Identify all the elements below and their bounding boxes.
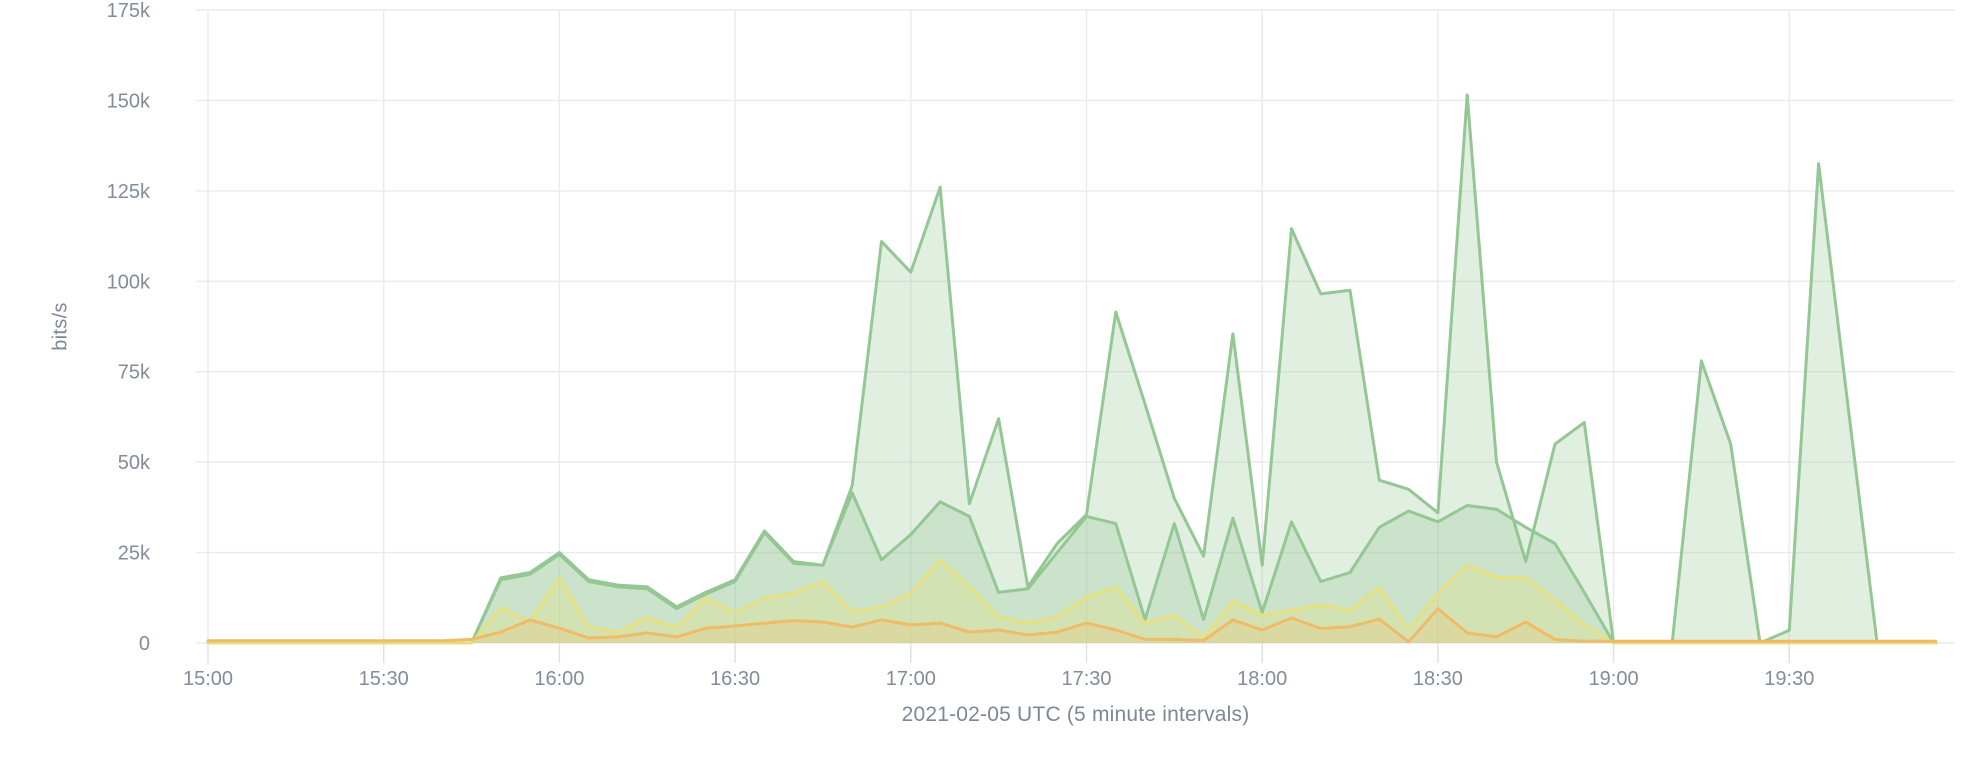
green-area-main-fill xyxy=(208,95,1936,643)
x-tick-label: 15:30 xyxy=(359,668,409,690)
y-tick-label: 175k xyxy=(107,0,151,22)
x-tick-label: 15:00 xyxy=(183,668,233,690)
y-tick-label: 125k xyxy=(107,181,151,203)
plot-area[interactable] xyxy=(196,10,1955,643)
y-tick-label: 50k xyxy=(118,452,151,474)
orange-area-line xyxy=(206,607,1938,644)
y-tick-label: 25k xyxy=(118,543,151,565)
x-axis-title: 2021-02-05 UTC (5 minute intervals) xyxy=(901,703,1250,726)
y-tick-label: 0 xyxy=(139,633,150,655)
y-tick-label: 75k xyxy=(118,362,151,384)
x-tick-label: 17:00 xyxy=(886,668,936,690)
yellow-area-line xyxy=(206,558,1938,645)
y-tick-label: 150k xyxy=(107,90,151,112)
x-tick-label: 18:30 xyxy=(1413,668,1463,690)
x-tick-label: 16:00 xyxy=(534,668,584,690)
x-tick-label: 19:30 xyxy=(1764,668,1814,690)
y-tick-label: 100k xyxy=(107,271,151,293)
y-axis-title: bits/s xyxy=(48,10,74,643)
y-axis-title-text: bits/s xyxy=(49,302,72,351)
x-tick-label: 17:30 xyxy=(1061,668,1111,690)
x-tick-label: 18:00 xyxy=(1237,668,1287,690)
green-area-secondary-fill xyxy=(208,492,1936,643)
x-tick-label: 16:30 xyxy=(710,668,760,690)
x-tick-label: 19:00 xyxy=(1589,668,1639,690)
